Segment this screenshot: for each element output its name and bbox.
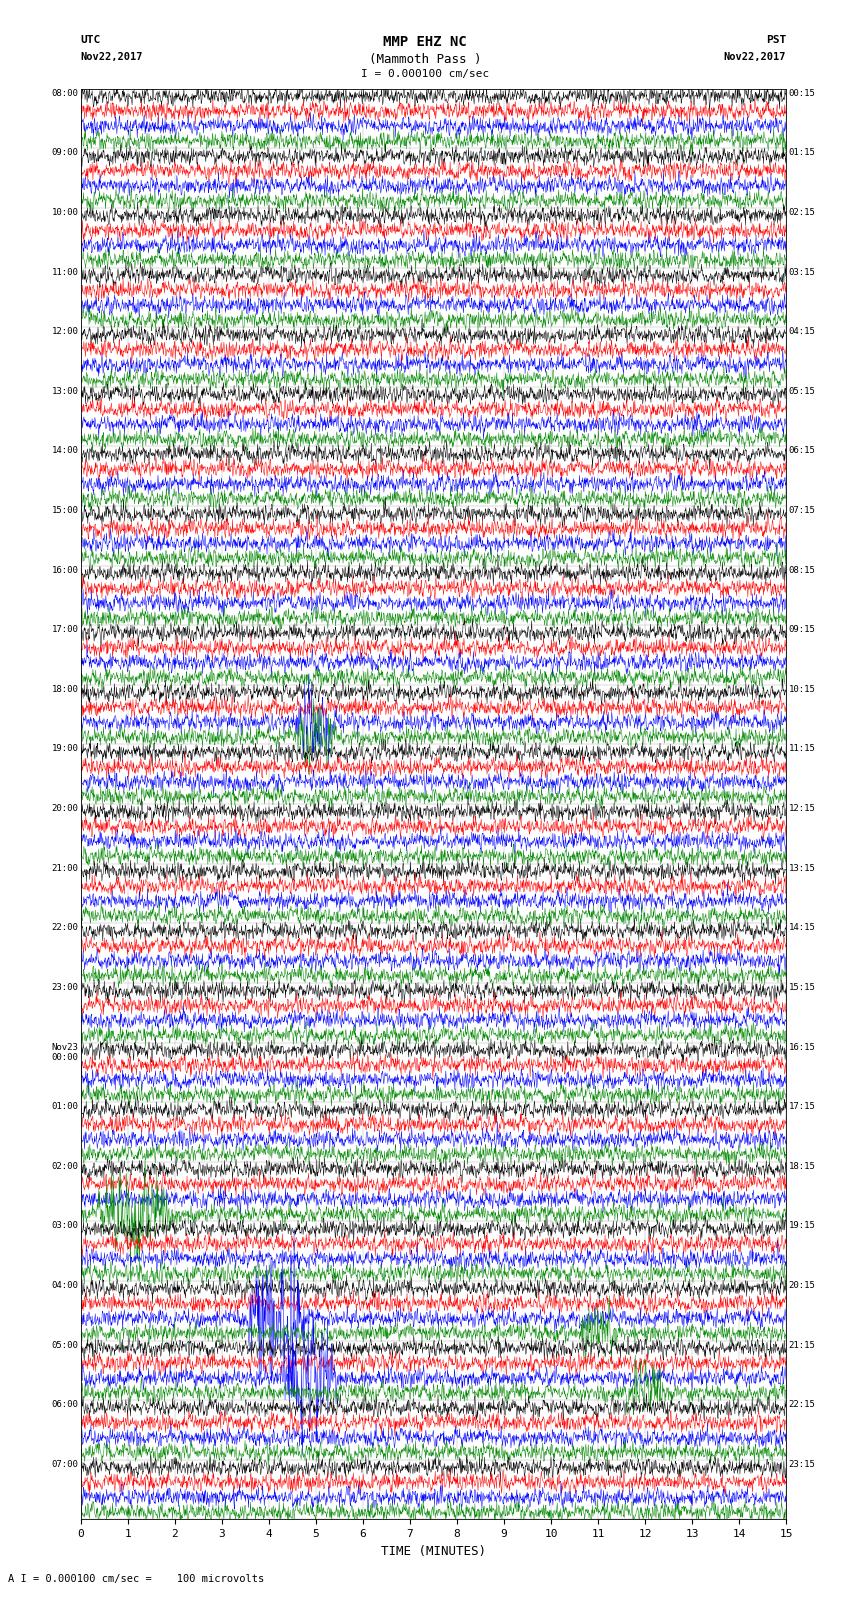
Text: 02:15: 02:15 [788, 208, 815, 216]
Text: 08:00: 08:00 [52, 89, 79, 98]
Text: 19:00: 19:00 [52, 745, 79, 753]
Text: 12:00: 12:00 [52, 327, 79, 336]
Text: 14:15: 14:15 [788, 923, 815, 932]
Text: I = 0.000100 cm/sec: I = 0.000100 cm/sec [361, 69, 489, 79]
Text: 13:15: 13:15 [788, 863, 815, 873]
Text: 13:00: 13:00 [52, 387, 79, 395]
Text: 14:00: 14:00 [52, 447, 79, 455]
Text: PST: PST [766, 35, 786, 45]
Text: 00:15: 00:15 [788, 89, 815, 98]
Text: 12:15: 12:15 [788, 805, 815, 813]
Text: 05:15: 05:15 [788, 387, 815, 395]
Text: 10:00: 10:00 [52, 208, 79, 216]
Text: 18:00: 18:00 [52, 686, 79, 694]
Text: 07:15: 07:15 [788, 506, 815, 515]
Text: 15:00: 15:00 [52, 506, 79, 515]
Text: (Mammoth Pass ): (Mammoth Pass ) [369, 53, 481, 66]
Text: 03:15: 03:15 [788, 268, 815, 276]
Text: A I = 0.000100 cm/sec =    100 microvolts: A I = 0.000100 cm/sec = 100 microvolts [8, 1574, 264, 1584]
Text: 04:15: 04:15 [788, 327, 815, 336]
Text: 10:15: 10:15 [788, 686, 815, 694]
Text: 16:00: 16:00 [52, 566, 79, 574]
Text: 05:00: 05:00 [52, 1340, 79, 1350]
Text: 23:00: 23:00 [52, 982, 79, 992]
Text: 02:00: 02:00 [52, 1161, 79, 1171]
Text: 20:15: 20:15 [788, 1281, 815, 1290]
Text: 07:00: 07:00 [52, 1460, 79, 1469]
Text: MMP EHZ NC: MMP EHZ NC [383, 35, 467, 50]
Text: 22:00: 22:00 [52, 923, 79, 932]
Text: 06:00: 06:00 [52, 1400, 79, 1410]
Text: 21:00: 21:00 [52, 863, 79, 873]
Text: 09:15: 09:15 [788, 626, 815, 634]
Text: Nov22,2017: Nov22,2017 [723, 52, 786, 61]
Text: 01:15: 01:15 [788, 148, 815, 158]
Text: 06:15: 06:15 [788, 447, 815, 455]
Text: 18:15: 18:15 [788, 1161, 815, 1171]
Text: 16:15: 16:15 [788, 1042, 815, 1052]
Text: 03:00: 03:00 [52, 1221, 79, 1231]
Text: 21:15: 21:15 [788, 1340, 815, 1350]
Text: 11:00: 11:00 [52, 268, 79, 276]
Text: 15:15: 15:15 [788, 982, 815, 992]
Text: UTC: UTC [81, 35, 101, 45]
X-axis label: TIME (MINUTES): TIME (MINUTES) [381, 1545, 486, 1558]
Text: Nov22,2017: Nov22,2017 [81, 52, 144, 61]
Text: 19:15: 19:15 [788, 1221, 815, 1231]
Text: 04:00: 04:00 [52, 1281, 79, 1290]
Text: Nov23
00:00: Nov23 00:00 [52, 1042, 79, 1061]
Text: 01:00: 01:00 [52, 1102, 79, 1111]
Text: 23:15: 23:15 [788, 1460, 815, 1469]
Text: 20:00: 20:00 [52, 805, 79, 813]
Text: 22:15: 22:15 [788, 1400, 815, 1410]
Text: 11:15: 11:15 [788, 745, 815, 753]
Text: 08:15: 08:15 [788, 566, 815, 574]
Text: 17:00: 17:00 [52, 626, 79, 634]
Text: 17:15: 17:15 [788, 1102, 815, 1111]
Text: 09:00: 09:00 [52, 148, 79, 158]
